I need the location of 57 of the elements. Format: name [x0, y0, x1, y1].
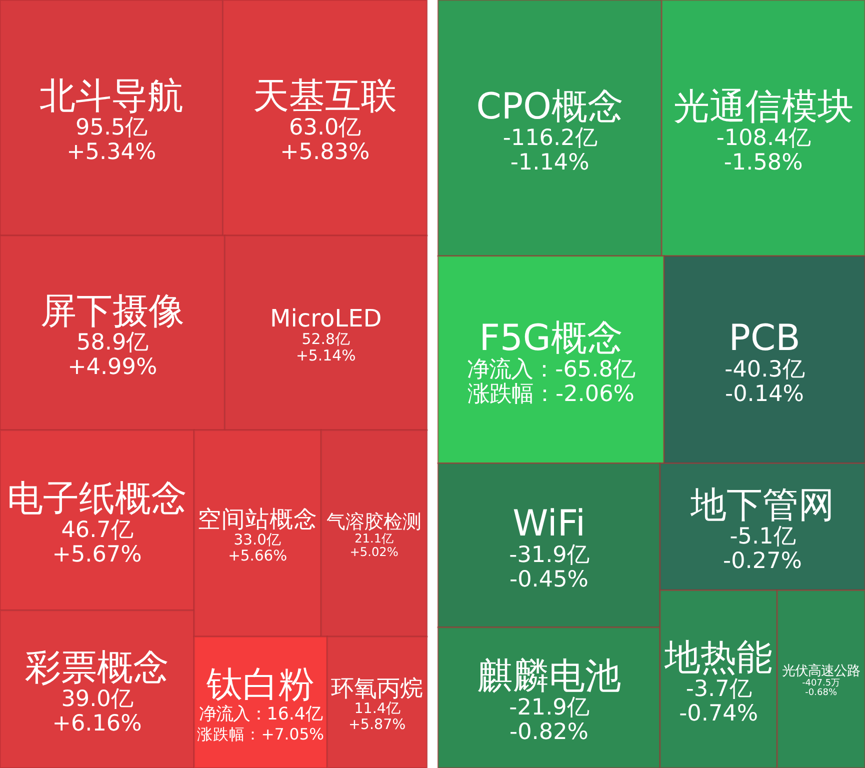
- data-label: -0.68%: [805, 688, 838, 698]
- data-label: -108.4亿: [716, 124, 810, 151]
- data-label: 39.0亿: [61, 686, 133, 712]
- category-label: 地热能: [664, 637, 773, 678]
- category-label: 屏下摄像: [40, 291, 184, 332]
- data-label: -3.7亿: [686, 676, 752, 702]
- data-label: 21.1亿: [354, 532, 394, 546]
- data-label: -21.9亿: [509, 694, 589, 721]
- data-label: -1.14%: [510, 149, 590, 176]
- category-label: 彩票概念: [25, 647, 170, 688]
- data-label: 52.8亿: [302, 330, 350, 348]
- data-label: 95.5亿: [76, 114, 148, 141]
- data-label: -0.45%: [510, 566, 588, 593]
- data-label: +5.83%: [280, 139, 370, 166]
- data-label: 11.4亿: [354, 701, 400, 718]
- data-label: -0.74%: [679, 700, 758, 727]
- category-label: F5G概念: [479, 318, 623, 359]
- category-label: 钛白粉: [206, 664, 315, 706]
- data-label: 涨跌幅：+7.05%: [197, 724, 324, 744]
- data-label: +6.16%: [52, 710, 142, 737]
- data-label: +5.14%: [296, 346, 356, 364]
- data-label: +5.02%: [350, 544, 398, 559]
- data-label: +4.99%: [68, 354, 158, 380]
- category-label: 北斗导航: [39, 76, 184, 118]
- category-label: CPO概念: [476, 86, 624, 128]
- category-label: 光通信模块: [673, 86, 854, 128]
- data-label: -1.58%: [724, 149, 803, 176]
- category-label: MicroLED: [270, 304, 382, 332]
- data-label: -5.1亿: [730, 524, 796, 550]
- data-label: -0.82%: [510, 719, 588, 746]
- data-label: -0.14%: [725, 381, 804, 408]
- category-label: PCB: [728, 318, 800, 359]
- category-label: 电子纸概念: [7, 478, 188, 520]
- category-label: 天基互联: [252, 76, 397, 118]
- category-label: WiFi: [512, 504, 586, 545]
- data-label: +5.87%: [348, 716, 406, 733]
- data-label: -40.3亿: [724, 356, 804, 383]
- data-label: +5.34%: [66, 139, 156, 166]
- data-label: +5.67%: [52, 542, 142, 568]
- data-label: 46.7亿: [61, 517, 133, 544]
- data-label: 净流入：-65.8亿: [467, 356, 635, 383]
- data-label: 58.9亿: [76, 330, 148, 356]
- category-label: 地下管网: [690, 485, 835, 526]
- category-label: 气溶胶检测: [326, 510, 422, 534]
- data-label: 63.0亿: [289, 114, 361, 141]
- data-label: 涨跌幅：-2.06%: [468, 381, 634, 408]
- data-label: +5.66%: [228, 548, 288, 565]
- data-label: -0.27%: [723, 548, 802, 574]
- category-label: 麒麟电池: [477, 656, 622, 697]
- data-label: -407.5万: [802, 678, 840, 688]
- data-label: 33.0亿: [234, 531, 282, 548]
- data-label: -31.9亿: [509, 542, 589, 568]
- category-label: 空间站概念: [198, 504, 318, 533]
- data-label: -116.2亿: [502, 124, 597, 151]
- category-label: 环氧丙烷: [331, 676, 424, 702]
- data-label: 净流入：16.4亿: [198, 704, 323, 724]
- category-label: 光伏高速公路: [782, 662, 860, 679]
